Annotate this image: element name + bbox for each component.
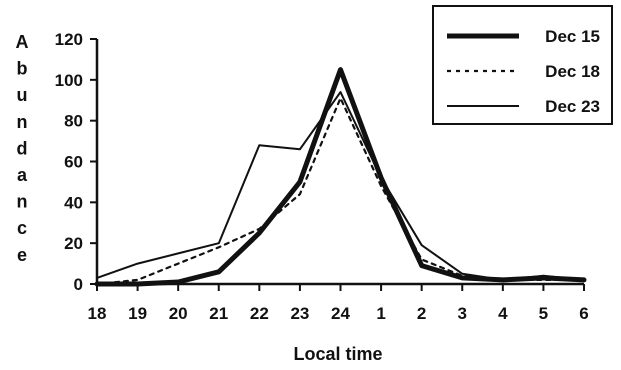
legend-label: Dec 15 <box>545 27 600 46</box>
legend-label: Dec 18 <box>545 62 600 81</box>
x-tick-label: 3 <box>458 304 467 323</box>
x-tick-label: 18 <box>88 304 107 323</box>
x-tick-label: 1 <box>376 304 385 323</box>
y-tick-label: 0 <box>74 275 83 294</box>
x-tick-label: 20 <box>169 304 188 323</box>
y-tick-label: 40 <box>64 193 83 212</box>
y-tick-label: 60 <box>64 153 83 172</box>
legend-label: Dec 23 <box>545 97 600 116</box>
x-tick-label: 19 <box>128 304 147 323</box>
x-axis-title: Local time <box>293 344 382 364</box>
x-tick-label: 23 <box>290 304 309 323</box>
y-tick-label: 80 <box>64 112 83 131</box>
y-tick-label: 20 <box>64 234 83 253</box>
x-tick-label: 21 <box>209 304 228 323</box>
x-axis-ticks: 18 19 20 21 22 23 24 1 2 3 4 5 6 <box>88 284 589 323</box>
x-tick-label: 24 <box>331 304 350 323</box>
legend-box <box>432 5 613 125</box>
y-tick-label: 120 <box>55 30 83 49</box>
x-tick-label: 5 <box>539 304 548 323</box>
x-tick-label: 2 <box>417 304 426 323</box>
x-tick-label: 6 <box>579 304 588 323</box>
x-tick-label: 22 <box>250 304 269 323</box>
y-tick-label: 100 <box>55 71 83 90</box>
legend: Dec 15 Dec 18 Dec 23 <box>432 5 613 125</box>
series-line-dec-23 <box>96 91 585 281</box>
y-axis-ticks: 0 20 40 60 80 100 120 <box>55 30 97 294</box>
series-lines <box>94 67 587 287</box>
x-tick-label: 4 <box>498 304 508 323</box>
